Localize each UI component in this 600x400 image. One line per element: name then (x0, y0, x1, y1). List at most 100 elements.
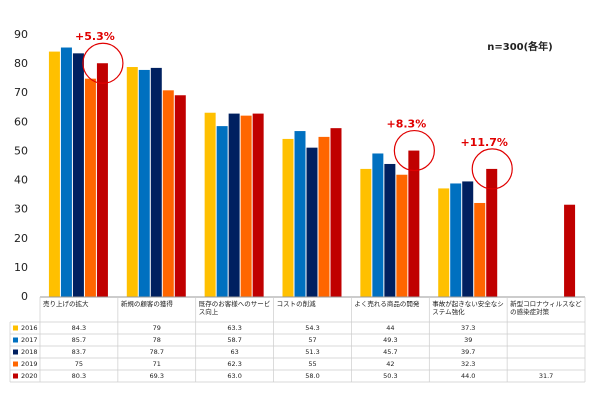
bar (174, 95, 186, 297)
legend-label: 2020 (21, 372, 38, 380)
bar (282, 138, 294, 297)
category-cell: 新規の顧客の獲得 (120, 300, 173, 308)
category-cell: 既存のお客様へのサービス向上 (198, 300, 271, 316)
table-cell: 78 (153, 336, 161, 344)
category-cell: 新型コロナウィルスなどの感染症対策 (510, 300, 582, 316)
table-cell: 83.7 (72, 348, 86, 356)
table-cell: 69.3 (150, 372, 164, 380)
bar (474, 202, 486, 297)
bar (384, 163, 396, 297)
bar (138, 69, 150, 297)
bar (150, 67, 162, 297)
table-cell: 78.7 (150, 348, 164, 356)
legend-swatch (13, 373, 18, 379)
table-cell: 39 (464, 336, 472, 344)
annotation: +5.3% (75, 30, 115, 43)
bar (330, 128, 342, 297)
table-cell: 57 (308, 336, 316, 344)
y-tick-label: 10 (14, 261, 28, 274)
table-cell: 45.7 (383, 348, 397, 356)
table-cell: 85.7 (72, 336, 86, 344)
bar (438, 188, 450, 297)
legend-swatch (13, 361, 18, 367)
legend-label: 2017 (21, 336, 38, 344)
bar (372, 153, 384, 297)
table-cell: 44.0 (461, 372, 475, 380)
bar (60, 47, 72, 297)
x-tick-label: 新型コロナウィルスなどの感染症対策 (510, 300, 582, 316)
bar (228, 113, 240, 297)
table-cell: 51.3 (305, 348, 319, 356)
category-cell: 事故が起きない安全なシステム強化 (432, 300, 504, 316)
bar (486, 168, 498, 297)
y-tick-label: 50 (14, 144, 28, 157)
bar (84, 78, 96, 298)
table-cell: 79 (153, 324, 161, 332)
y-tick-label: 60 (14, 115, 28, 128)
bar (204, 112, 216, 297)
sample-note: n=300(各年) (487, 40, 553, 53)
table-cell: 80.3 (72, 372, 86, 380)
annotation: +8.3% (386, 118, 426, 131)
x-tick-label: コストの削減 (276, 300, 316, 308)
bar (294, 131, 306, 297)
bar (462, 181, 474, 297)
bar (216, 126, 228, 298)
x-tick-label: 既存のお客様へのサービス向上 (198, 300, 271, 316)
highlight-circle (82, 42, 124, 84)
legend-label: 2016 (21, 324, 38, 332)
y-tick-label: 40 (14, 174, 28, 187)
bar (162, 90, 174, 297)
legend-swatch (13, 349, 18, 355)
table-cell: 63.3 (227, 324, 241, 332)
table-cell: 37.3 (461, 324, 475, 332)
highlight-circle (393, 129, 435, 172)
x-tick-label: 新規の顧客の獲得 (120, 300, 173, 308)
bar (252, 113, 264, 297)
legend-label: 2019 (21, 360, 38, 368)
bar (408, 150, 420, 297)
table-cell: 44 (386, 324, 394, 332)
bar (396, 174, 408, 297)
table-cell: 50.3 (383, 372, 397, 380)
table-cell: 49.3 (383, 336, 397, 344)
table-cell: 58.7 (227, 336, 241, 344)
table-cell: 63.0 (227, 372, 241, 380)
y-tick-label: 30 (14, 203, 28, 216)
table-cell: 54.3 (305, 324, 319, 332)
category-cell: 売り上げの拡大 (43, 300, 89, 308)
table-cell: 42 (386, 360, 394, 368)
category-cell: よく売れる商品の開発 (354, 300, 420, 308)
bar (360, 168, 372, 297)
bar (564, 204, 576, 297)
annotation: +11.7% (461, 136, 508, 149)
y-tick-label: 0 (21, 290, 28, 303)
legend-label: 2018 (21, 348, 38, 356)
table-cell: 71 (153, 360, 161, 368)
y-tick-label: 90 (14, 28, 28, 41)
table-cell: 31.7 (539, 372, 553, 380)
x-tick-label: よく売れる商品の開発 (354, 300, 420, 308)
table-cell: 62.3 (227, 360, 241, 368)
bar (318, 136, 330, 297)
legend-swatch (13, 337, 18, 343)
table-cell: 63 (231, 348, 239, 356)
y-tick-label: 80 (14, 57, 28, 70)
y-tick-label: 20 (14, 232, 28, 245)
bar (96, 63, 108, 297)
legend-swatch (13, 325, 18, 331)
bar (240, 115, 252, 297)
bar (72, 53, 84, 298)
category-cell: コストの削減 (276, 300, 316, 308)
highlight-circle (471, 148, 513, 190)
table-cell: 55 (308, 360, 316, 368)
table-cell: 32.3 (461, 360, 475, 368)
bar (126, 67, 138, 298)
table-cell: 39.7 (461, 348, 475, 356)
table-cell: 75 (75, 360, 83, 368)
x-tick-label: 売り上げの拡大 (43, 300, 89, 308)
bar (306, 147, 318, 297)
x-tick-label: 事故が起きない安全なシステム強化 (432, 300, 504, 316)
table-cell: 84.3 (72, 324, 86, 332)
